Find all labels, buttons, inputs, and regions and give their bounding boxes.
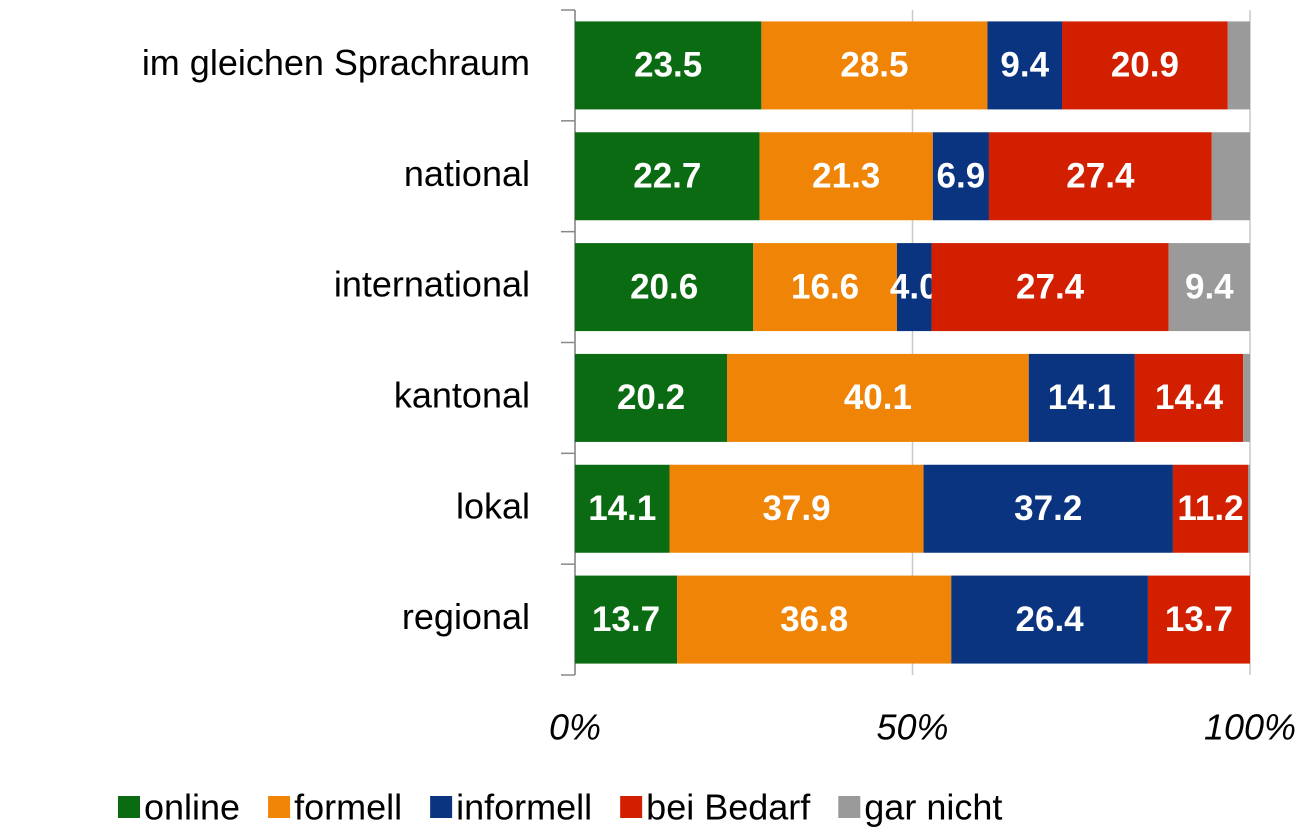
bar-segment <box>669 464 924 553</box>
legend-swatch <box>620 796 643 818</box>
data-label: 14.1 <box>1048 378 1116 417</box>
bar-segment <box>575 464 670 553</box>
legend-label: formell <box>294 787 402 828</box>
category-label: international <box>334 264 530 305</box>
legend-swatch <box>838 796 861 818</box>
bar-segment <box>987 21 1063 110</box>
data-label: 20.6 <box>630 267 698 306</box>
data-label: 27.4 <box>1066 157 1135 196</box>
bar-segment <box>677 575 952 664</box>
x-tick-label: 0% <box>549 707 601 748</box>
bar-segment <box>932 132 989 221</box>
bar-segment <box>753 243 897 332</box>
bar-segment <box>988 132 1212 221</box>
data-label: 11.2 <box>1177 489 1243 528</box>
bar-segment <box>761 21 988 110</box>
bar-segment <box>575 353 728 442</box>
category-label: kantonal <box>394 374 530 415</box>
data-label: 6.9 <box>937 157 986 196</box>
data-label: 40.1 <box>844 378 912 417</box>
category-label: im gleichen Sprachraum <box>142 42 530 83</box>
legend-label: online <box>144 787 240 828</box>
legend-label: bei Bedarf <box>646 787 811 828</box>
legend-label: informell <box>456 787 592 828</box>
data-label: 14.4 <box>1155 378 1224 417</box>
bar-segment <box>1062 21 1228 110</box>
bar-segment <box>1134 353 1244 442</box>
data-label: 13.7 <box>592 600 660 639</box>
bar-segment <box>1211 132 1250 221</box>
bar-segment <box>1168 243 1250 332</box>
bar-segment <box>1147 575 1250 664</box>
bar-segment <box>575 21 762 110</box>
bar-segment <box>1243 353 1250 442</box>
data-label: 4.0 <box>890 267 939 306</box>
bar-segment <box>575 243 754 332</box>
bar-segment <box>575 132 760 221</box>
data-label: 21.3 <box>812 157 880 196</box>
bar-segment <box>896 243 932 332</box>
category-label: lokal <box>456 485 530 526</box>
bar-segment <box>727 353 1029 442</box>
data-label: 37.9 <box>762 489 830 528</box>
bar-segment <box>951 575 1148 664</box>
data-label: 37.2 <box>1014 489 1082 528</box>
x-tick-label: 50% <box>876 707 948 748</box>
data-label: 20.9 <box>1111 46 1179 85</box>
bar-segment <box>1172 464 1248 553</box>
legend-swatch <box>268 796 291 818</box>
data-label: 36.8 <box>780 600 848 639</box>
bar-segment <box>923 464 1173 553</box>
bar-segment <box>1247 464 1250 553</box>
legend-swatch <box>430 796 453 818</box>
data-label: 16.6 <box>791 267 859 306</box>
data-label: 28.5 <box>840 46 908 85</box>
data-label: 23.5 <box>634 46 702 85</box>
data-label: 26.4 <box>1016 600 1085 639</box>
bar-segment <box>1028 353 1135 442</box>
data-label: 9.4 <box>1000 46 1049 85</box>
data-label: 20.2 <box>617 378 685 417</box>
x-tick-label: 100% <box>1204 707 1296 748</box>
category-label: regional <box>402 596 530 637</box>
category-label: national <box>404 153 530 194</box>
data-label: 22.7 <box>633 157 701 196</box>
legend-swatch <box>118 796 140 818</box>
bar-segment <box>575 575 678 664</box>
data-label: 9.4 <box>1185 267 1234 306</box>
bar-segment <box>759 132 933 221</box>
bar-segment <box>1227 21 1250 110</box>
data-label: 27.4 <box>1016 267 1085 306</box>
bar-segment <box>931 243 1169 332</box>
data-label: 13.7 <box>1165 600 1233 639</box>
legend-label: gar nicht <box>864 787 1002 828</box>
data-label: 14.1 <box>588 489 656 528</box>
